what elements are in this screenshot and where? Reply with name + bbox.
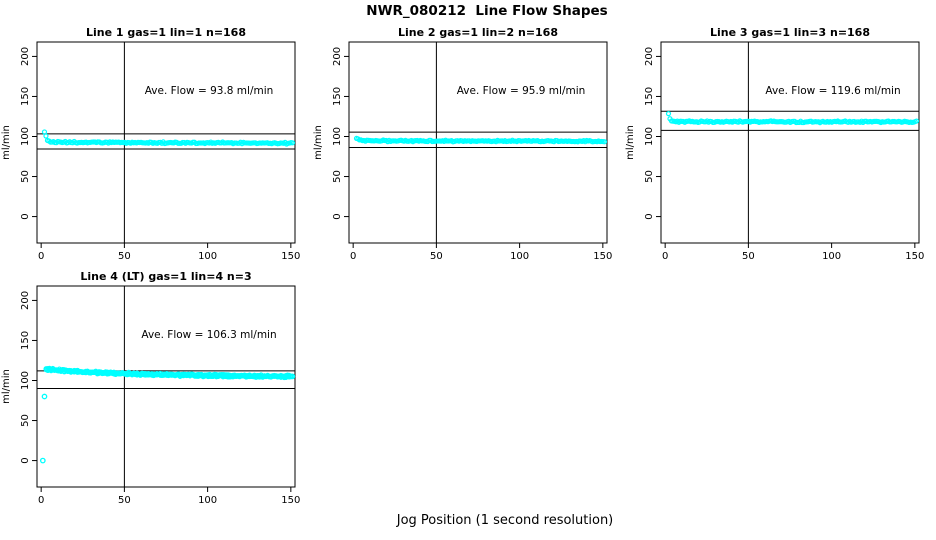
panel-3: Line 3 gas=1 lin=3 n=168 0 50 100 150 200 0 50 1… [625,26,924,262]
y-axis-tick-label: 0 [332,213,343,219]
scatter-points [41,129,296,147]
y-axis-tick-label: 200 [20,47,31,66]
y-axis-label: ml/min [1,369,12,404]
x-axis-tick-label: 100 [198,251,217,262]
y-axis-tick-label: 200 [644,47,655,66]
y-axis-tick-label: 150 [332,87,343,106]
y-axis-tick-label: 0 [20,457,31,463]
y-axis-tick-label: 50 [332,170,343,183]
y-axis-tick-label: 150 [20,331,31,350]
y-axis-tick-label: 150 [644,87,655,106]
x-axis-tick-label: 100 [198,495,217,506]
x-axis-tick-label: 50 [742,251,755,262]
x-axis-tick-label: 0 [350,251,356,262]
panel-title: Line 1 gas=1 lin=1 n=168 [86,26,246,39]
ave-flow-annotation: Ave. Flow = 106.3 ml/min [141,329,276,341]
y-axis-tick-label: 200 [332,47,343,66]
ave-flow-annotation: Ave. Flow = 119.6 ml/min [765,85,900,97]
y-axis-tick-label: 100 [332,127,343,146]
y-axis-label: ml/min [625,125,636,160]
ave-flow-annotation: Ave. Flow = 95.9 ml/min [457,85,586,97]
plot-box [348,41,608,244]
y-axis-tick-label: 200 [20,291,31,310]
scatter-points [353,135,608,145]
x-axis-tick-label: 0 [38,495,44,506]
x-axis-tick-label: 100 [510,251,529,262]
panel-title: Line 4 (LT) gas=1 lin=4 n=3 [80,270,251,283]
y-axis-tick-label: 100 [20,127,31,146]
y-axis-tick-label: 100 [644,127,655,146]
x-axis-tick-label: 150 [281,251,300,262]
y-axis-tick-label: 0 [644,213,655,219]
x-axis-label: Jog Position (1 second resolution) [396,513,614,528]
scatter-points [39,365,296,464]
y-axis-tick-label: 50 [20,170,31,183]
x-axis-tick-label: 150 [593,251,612,262]
x-axis-tick-label: 150 [281,495,300,506]
outlier-point [39,457,46,464]
chart-title: NWR_080212 Line Flow Shapes [366,3,608,19]
x-axis-tick-label: 0 [662,251,668,262]
ave-flow-annotation: Ave. Flow = 93.8 ml/min [145,85,274,97]
panel-title: Line 2 gas=1 lin=2 n=168 [398,26,558,39]
x-axis-tick-label: 150 [905,251,924,262]
x-axis-tick-label: 50 [118,495,131,506]
y-axis-tick-label: 150 [20,87,31,106]
plot-box [660,41,920,244]
y-axis-label: ml/min [313,125,324,160]
y-axis-tick-label: 100 [20,371,31,390]
panel-title: Line 3 gas=1 lin=3 n=168 [710,26,870,39]
x-axis-tick-label: 50 [430,251,443,262]
y-axis-tick-label: 50 [644,170,655,183]
plot-box [36,285,296,488]
x-axis-tick-label: 0 [38,251,44,262]
scatter-points [665,111,920,126]
x-axis-tick-label: 50 [118,251,131,262]
panel-2: Line 2 gas=1 lin=2 n=168 0 50 100 150 200 0 50 1… [313,26,612,262]
panel-4: Line 4 (LT) gas=1 lin=4 n=3 0 50 100 150 200 0… [1,270,300,506]
y-axis-tick-label: 50 [20,414,31,427]
outlier-point [41,393,48,400]
x-axis-tick-label: 100 [822,251,841,262]
y-axis-tick-label: 0 [20,213,31,219]
panel-1: Line 1 gas=1 lin=1 n=168 0 50 100 150 200 0 50 1… [1,26,300,262]
y-axis-label: ml/min [1,125,12,160]
